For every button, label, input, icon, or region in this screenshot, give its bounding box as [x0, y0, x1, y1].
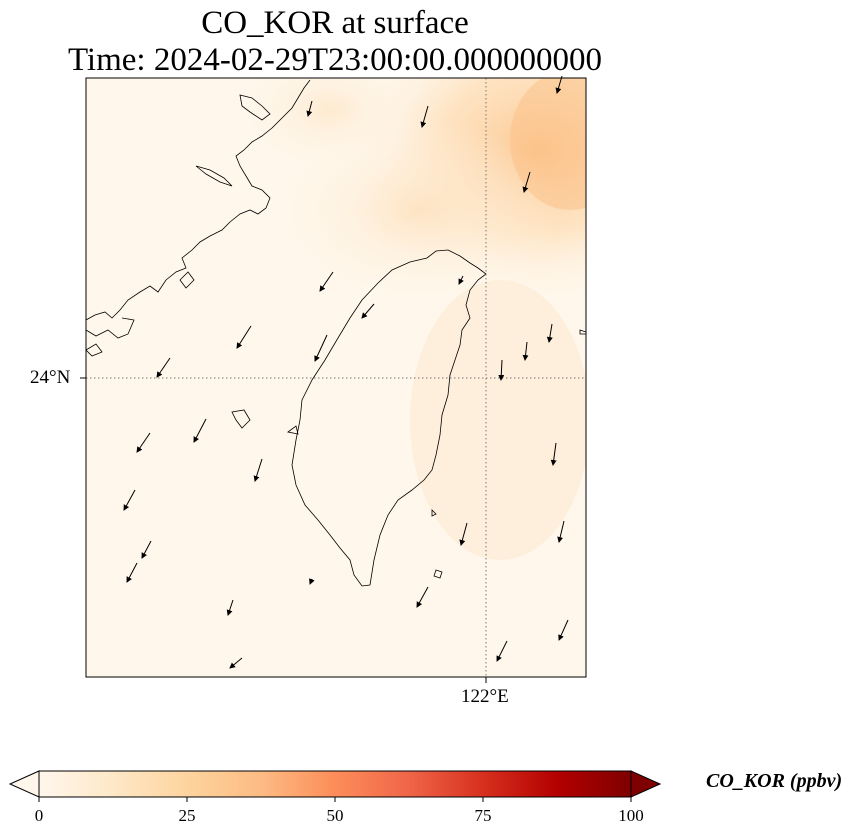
colorbar-extend-max: [630, 770, 662, 798]
map-panel: [80, 75, 587, 683]
colorbar-extend-min: [8, 770, 40, 798]
colorbar-ticks: [38, 797, 632, 802]
colorbar: [8, 770, 662, 802]
colorbar-tick-label: 75: [474, 806, 492, 825]
plot-title-line1: CO_KOR at surface: [201, 5, 469, 41]
colorbar-tick-label: 0: [34, 806, 44, 825]
wind-vectors: [123, 75, 569, 669]
colorbar-tick-label: 25: [178, 806, 196, 825]
lon-tick-label: 122°E: [461, 686, 509, 707]
plot-title-line2: Time: 2024-02-29T23:00:00.000000000: [67, 42, 603, 78]
colorbar-bar: [38, 770, 632, 798]
colorbar-tick-label: 50: [326, 806, 344, 825]
mainland-coastline: [86, 79, 311, 321]
colorbar-label: CO_KOR (ppbv): [706, 770, 843, 792]
taiwan-coastline: [291, 249, 487, 587]
concentration-field: [86, 78, 586, 677]
lat-tick-label: 24°N: [30, 367, 71, 388]
coastlines: [86, 79, 586, 587]
colorbar-tick-label: 100: [618, 806, 644, 825]
